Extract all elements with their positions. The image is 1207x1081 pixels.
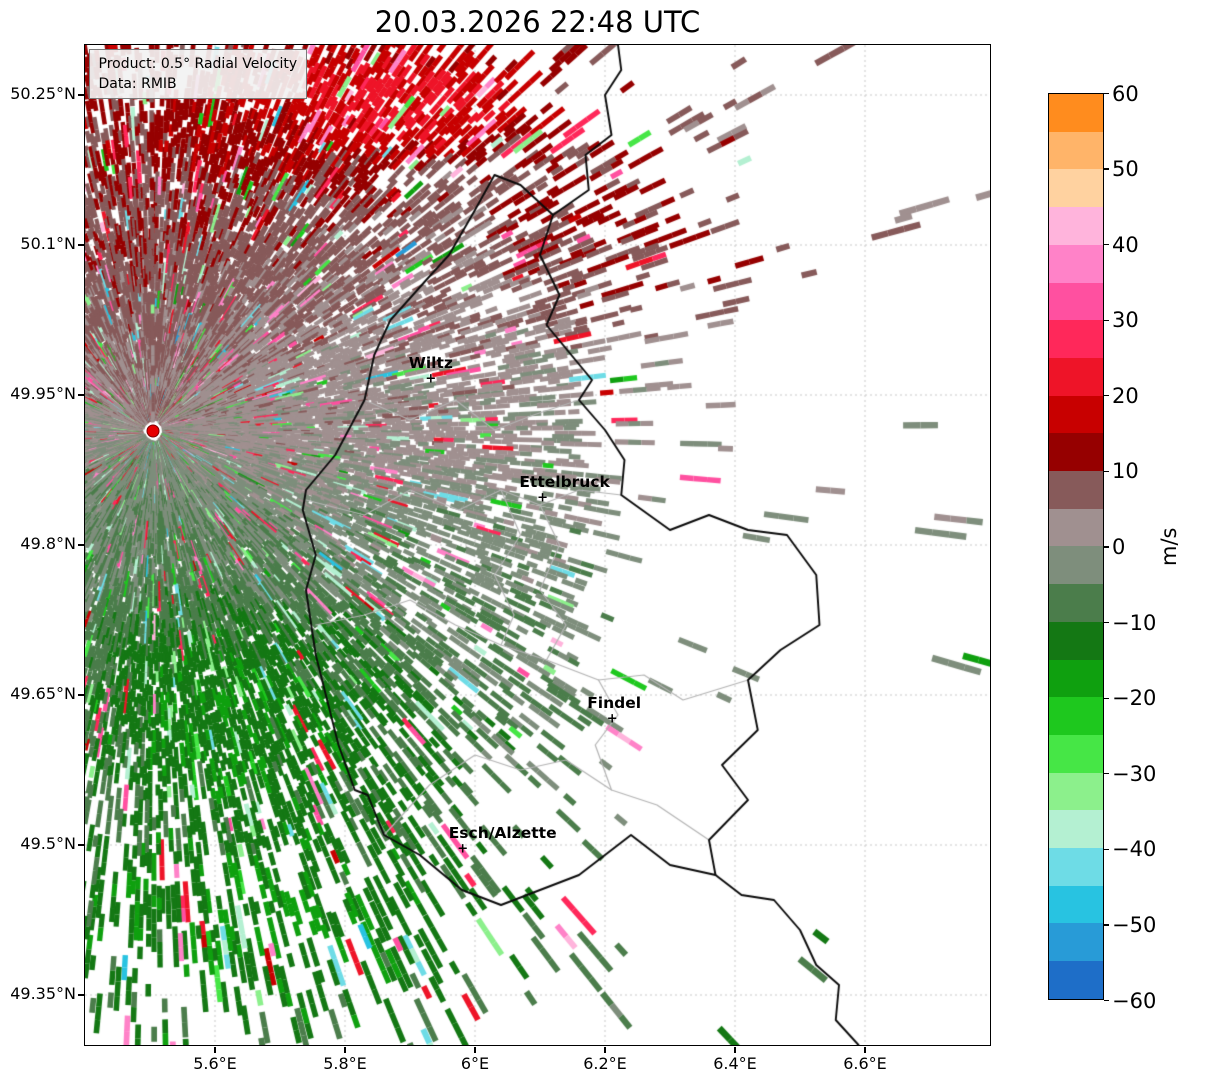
colorbar-tick-label: 30: [1112, 308, 1139, 333]
y-tick-label: 50.25°N: [10, 84, 76, 103]
y-tick-label: 49.5°N: [20, 834, 76, 853]
colorbar-segment: [1049, 244, 1103, 283]
colorbar-tick-mark: [1104, 773, 1109, 775]
x-tick-mark: [864, 1046, 866, 1053]
colorbar-segment: [1049, 395, 1103, 434]
city-label-esch-alzette: Esch/Alzette: [448, 824, 557, 842]
y-tick-mark: [77, 844, 84, 846]
colorbar-tick-mark: [1104, 395, 1109, 397]
y-tick-label: 49.95°N: [10, 384, 76, 403]
colorbar-segment: [1049, 357, 1103, 396]
colorbar-segment: [1049, 131, 1103, 170]
colorbar-segment: [1049, 810, 1103, 849]
y-tick-mark: [77, 244, 84, 246]
radar-site-marker: [146, 424, 160, 438]
y-tick-mark: [77, 94, 84, 96]
y-tick-label: 49.65°N: [10, 684, 76, 703]
map-plot-area: Product: 0.5° Radial Velocity Data: RMIB: [83, 43, 991, 1046]
colorbar-segment: [1049, 471, 1103, 509]
colorbar-tick-mark: [1104, 168, 1109, 170]
x-tick-mark: [474, 1046, 476, 1053]
colorbar-tick-label: 0: [1112, 535, 1126, 559]
colorbar-tick-mark: [1104, 546, 1109, 548]
x-tick-label: 6.2°E: [583, 1054, 627, 1073]
product-label: Product: 0.5° Radial Velocity: [98, 55, 298, 72]
colorbar-segment: [1049, 207, 1103, 245]
colorbar-tick-mark: [1104, 848, 1109, 850]
colorbar-tick-mark: [1104, 697, 1109, 699]
radar-map-canvas: [84, 44, 990, 1045]
y-tick-mark: [77, 994, 84, 996]
colorbar-segment: [1049, 282, 1103, 321]
colorbar-unit-label: m/s: [1157, 527, 1181, 566]
x-tick-label: 6.6°E: [843, 1054, 887, 1073]
x-tick-label: 6.4°E: [713, 1054, 757, 1073]
colorbar-segment: [1049, 94, 1103, 132]
y-tick-mark: [77, 544, 84, 546]
city-label-ettelbruck: Ettelbruck: [519, 473, 610, 491]
y-tick-label: 49.8°N: [20, 534, 76, 553]
city-label-findel: Findel: [587, 694, 642, 712]
colorbar-tick-label: −60: [1112, 988, 1157, 1013]
colorbar-tick-label: −30: [1112, 761, 1157, 786]
colorbar: [1048, 93, 1104, 1000]
colorbar-segment: [1049, 621, 1103, 660]
x-tick-mark: [604, 1046, 606, 1053]
colorbar-segment: [1049, 848, 1103, 886]
colorbar-tick-mark: [1104, 924, 1109, 926]
x-tick-mark: [734, 1046, 736, 1053]
colorbar-segment: [1049, 734, 1103, 773]
colorbar-segment: [1049, 508, 1103, 547]
city-marker-esch-alzette: +: [457, 841, 469, 857]
colorbar-tick-mark: [1104, 470, 1109, 473]
y-tick-mark: [77, 394, 84, 396]
y-tick-mark: [77, 694, 84, 696]
city-marker-ettelbruck: +: [537, 490, 549, 506]
data-source-label: Data: RMIB: [98, 75, 177, 92]
colorbar-tick-label: 10: [1112, 459, 1139, 484]
y-tick-label: 49.35°N: [10, 984, 76, 1003]
colorbar-segment: [1049, 320, 1103, 358]
colorbar-tick-mark: [1104, 999, 1109, 1002]
colorbar-tick-label: 40: [1112, 232, 1139, 257]
x-tick-label: 5.8°E: [323, 1054, 367, 1073]
colorbar-segment: [1049, 546, 1103, 585]
colorbar-tick-label: 60: [1112, 81, 1139, 106]
colorbar-tick-mark: [1104, 621, 1109, 624]
city-marker-findel: +: [606, 711, 618, 727]
city-label-wiltz: Wiltz: [408, 354, 453, 372]
colorbar-tick-mark: [1104, 92, 1109, 95]
y-tick-label: 50.1°N: [20, 234, 76, 253]
colorbar-segment: [1049, 885, 1103, 924]
page-title: 20.03.2026 22:48 UTC: [374, 5, 701, 39]
colorbar-tick-label: 20: [1112, 383, 1139, 408]
colorbar-segment: [1049, 697, 1103, 735]
city-marker-wiltz: +: [425, 371, 437, 387]
colorbar-segment: [1049, 923, 1103, 962]
colorbar-segment: [1049, 772, 1103, 811]
x-tick-mark: [214, 1046, 216, 1053]
x-tick-label: 6°E: [460, 1054, 490, 1073]
colorbar-tick-label: −40: [1112, 837, 1157, 862]
x-tick-mark: [344, 1046, 346, 1053]
colorbar-segment: [1049, 961, 1103, 999]
colorbar-segment: [1049, 169, 1103, 208]
colorbar-segment: [1049, 433, 1103, 472]
colorbar-tick-mark: [1104, 244, 1109, 246]
colorbar-tick-label: −10: [1112, 610, 1157, 635]
colorbar-tick-label: −50: [1112, 912, 1157, 937]
x-tick-label: 5.6°E: [193, 1054, 237, 1073]
colorbar-segment: [1049, 584, 1103, 622]
colorbar-segment: [1049, 659, 1103, 698]
product-info-box: Product: 0.5° Radial Velocity Data: RMIB: [88, 48, 308, 100]
colorbar-tick-label: −20: [1112, 686, 1157, 711]
colorbar-tick-label: 50: [1112, 157, 1139, 182]
colorbar-tick-mark: [1104, 319, 1109, 321]
